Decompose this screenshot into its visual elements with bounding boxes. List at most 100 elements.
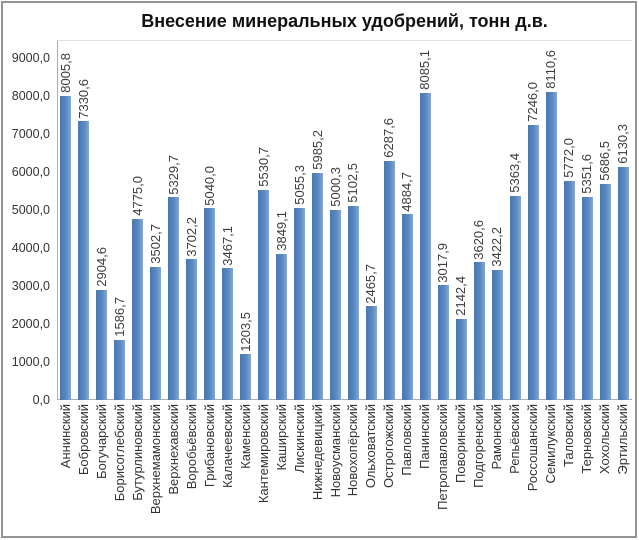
x-category-label: Новохопёрский xyxy=(345,404,361,497)
bar xyxy=(222,268,234,400)
x-category-label: Нижнедевицкий xyxy=(309,404,325,501)
bar xyxy=(78,121,90,400)
x-category-label: Бутурлиновский xyxy=(129,404,145,501)
y-axis-tick-label: 7000,0 xyxy=(11,127,50,141)
bar xyxy=(545,91,557,400)
x-category-label: Каширский xyxy=(273,404,289,471)
x-category-label: Репьёвский xyxy=(507,404,523,474)
bar-value-label: 4884,7 xyxy=(399,171,415,212)
bar-value-label: 5530,7 xyxy=(255,147,271,187)
bar xyxy=(365,306,377,400)
y-axis-tick-label: 8000,0 xyxy=(11,89,50,103)
bar xyxy=(473,262,485,400)
y-axis-tick-label: 3000,0 xyxy=(11,279,50,293)
bar xyxy=(96,289,108,400)
bar xyxy=(294,207,306,400)
bar xyxy=(437,285,449,400)
bar-value-label: 3620,6 xyxy=(471,219,487,260)
bar-value-label: 6287,6 xyxy=(381,118,397,159)
bar-value-label: 5351,6 xyxy=(579,153,595,194)
x-category-label: Богучарский xyxy=(93,404,109,479)
bar-value-label: 7330,6 xyxy=(75,78,91,119)
bar-value-label: 2904,6 xyxy=(93,246,109,287)
y-axis-tick-label: 5000,0 xyxy=(11,203,50,217)
bar xyxy=(168,197,180,400)
x-category-label: Подгоренский xyxy=(471,404,487,488)
bar-value-label: 8005,8 xyxy=(57,53,73,93)
x-category-label: Борисоглебский xyxy=(111,404,127,502)
bar-value-label: 2465,7 xyxy=(363,263,379,304)
y-axis-tick-label: 6000,0 xyxy=(11,165,50,179)
x-category-label: Калачеевский xyxy=(219,404,235,489)
bar xyxy=(383,161,395,400)
bar xyxy=(150,266,162,400)
x-category-label: Грибановский xyxy=(201,404,217,488)
x-category-label: Семилукский xyxy=(543,404,559,484)
bar xyxy=(204,208,216,400)
bar-value-label: 8085,1 xyxy=(417,50,433,90)
x-category-label: Аннинский xyxy=(57,404,73,469)
bar xyxy=(60,95,72,400)
bar-value-label: 5102,5 xyxy=(345,163,361,204)
x-category-label: Новоусманский xyxy=(327,404,343,498)
x-category-label: Эртильский xyxy=(615,404,631,475)
bar xyxy=(581,196,593,400)
bar-value-label: 1203,5 xyxy=(237,311,253,352)
bar-value-label: 3502,7 xyxy=(147,224,163,264)
bar xyxy=(455,318,467,400)
y-axis-tick-label: 1000,0 xyxy=(11,355,50,369)
bar xyxy=(240,354,252,400)
bar xyxy=(617,167,629,400)
x-category-label: Петропавловский xyxy=(435,404,451,510)
y-axis-tick-label: 9000,0 xyxy=(11,51,50,65)
bar xyxy=(527,124,539,400)
bar-value-label: 8110,6 xyxy=(543,50,559,89)
y-axis-tick-label: 2000,0 xyxy=(11,317,50,331)
bar-value-label: 3702,2 xyxy=(183,216,199,257)
bar xyxy=(132,218,144,400)
bar-value-label: 5000,3 xyxy=(327,167,343,207)
bar xyxy=(347,206,359,400)
x-category-label: Верхнехавский xyxy=(165,404,181,495)
x-category-label: Рамонский xyxy=(489,404,505,470)
bar-value-label: 5040,0 xyxy=(201,165,217,206)
bar xyxy=(599,183,611,400)
bar xyxy=(186,259,198,400)
bar xyxy=(419,92,431,400)
bar xyxy=(401,214,413,400)
bar-value-label: 3017,9 xyxy=(435,242,451,283)
bar-value-label: 3422,2 xyxy=(489,227,505,267)
x-category-label: Кантемировский xyxy=(255,404,271,504)
bar-value-label: 5985,2 xyxy=(309,129,325,170)
bar xyxy=(563,180,575,400)
bar xyxy=(491,269,503,400)
bar-value-label: 3467,1 xyxy=(219,225,235,266)
bar xyxy=(330,209,342,400)
x-category-label: Верхнемамонский xyxy=(147,404,163,515)
bar xyxy=(509,196,521,400)
bar xyxy=(312,172,324,400)
bar-value-label: 3849,1 xyxy=(273,210,289,251)
x-category-label: Лискинский xyxy=(291,404,307,474)
bar-value-label: 7246,0 xyxy=(525,81,541,122)
x-category-label: Каменский xyxy=(237,404,253,469)
bar xyxy=(276,253,288,400)
bar-value-label: 1586,7 xyxy=(111,296,127,337)
x-category-label: Ольховатский xyxy=(363,404,379,489)
y-axis-tick-label: 4000,0 xyxy=(11,241,50,255)
bar-value-label: 5772,0 xyxy=(561,137,577,178)
x-category-label: Острогожский xyxy=(381,404,397,488)
x-category-label: Хохольский xyxy=(597,404,613,474)
y-axis-tick-label: 0,0 xyxy=(32,393,50,407)
bar-value-label: 2142,4 xyxy=(453,275,469,316)
bar-value-label: 4775,0 xyxy=(129,175,145,216)
x-category-label: Россошанский xyxy=(525,404,541,492)
bar-value-label: 5363,4 xyxy=(507,153,523,194)
bar-value-label: 5686,5 xyxy=(597,141,613,181)
bar-value-label: 5329,7 xyxy=(165,154,181,195)
x-category-label: Терновский xyxy=(579,404,595,474)
bar-value-label: 6130,3 xyxy=(615,124,631,165)
x-category-label: Павловский xyxy=(399,404,415,476)
x-category-label: Таловский xyxy=(561,404,577,468)
bar-value-label: 5055,3 xyxy=(291,165,307,205)
